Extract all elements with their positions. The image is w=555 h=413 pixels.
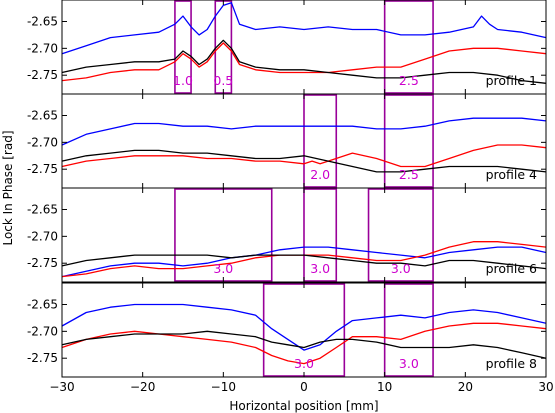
- panel-3-black-line: [61, 254, 547, 270]
- xtick-label-1: −30: [49, 380, 74, 394]
- panel-4-blue-line: [61, 303, 547, 351]
- panel-4-label: profile 8: [486, 356, 537, 371]
- panel-4-ytick-label-1: -2.65: [27, 297, 58, 311]
- panel-3-ytick-label-1: -2.65: [27, 202, 58, 216]
- xtick-label-4: 0: [300, 380, 308, 394]
- panel-2-box-2-label: 2.5: [399, 167, 419, 182]
- panel-3-ytick-label-2: -2.70: [27, 229, 58, 243]
- x-axis-title: Horizontal position [mm]: [229, 399, 378, 413]
- panel-1-red-line: [61, 42, 547, 82]
- panel-3-box-3-label: 3.0: [391, 261, 411, 276]
- panel-4-red-line: [61, 322, 547, 365]
- panel-1-box-3-label: 2.5: [399, 73, 419, 88]
- panel-3-box-2: [303, 188, 338, 282]
- panel-1-ytick-label-3: -2.75: [27, 68, 58, 82]
- panel-4-box-1-label: 3.0: [294, 356, 314, 371]
- xtick-label-7: 30: [538, 380, 553, 394]
- panel-1-frame: [61, 0, 547, 95]
- panel-2-red-line: [61, 144, 547, 168]
- panel-4-box-2-label: 3.0: [399, 356, 419, 371]
- panel-3-label: profile 6: [486, 261, 537, 276]
- panel-2-box-2: [383, 94, 434, 188]
- panel-2-box-1-label: 2.0: [310, 167, 330, 182]
- panel-1-box-1-label: 1.0: [173, 73, 193, 88]
- panel-2-label: profile 4: [486, 167, 537, 182]
- panel-2-blue-line: [61, 117, 547, 146]
- panel-1-box-2-label: 0.5: [213, 73, 233, 88]
- xtick-label-3: −10: [211, 380, 236, 394]
- panel-1-ytick-label-2: -2.70: [27, 41, 58, 55]
- xtick-label-5: 10: [377, 380, 392, 394]
- panel-4-black-line: [61, 330, 547, 359]
- xtick-label-2: −20: [130, 380, 155, 394]
- panel-2-black-line: [61, 149, 547, 173]
- panel-2-ytick-label-3: -2.75: [27, 162, 58, 176]
- panel-4-ytick-label-3: -2.75: [27, 351, 58, 365]
- panel-1-ytick-label-1: -2.65: [27, 14, 58, 28]
- xtick-label-6: 20: [458, 380, 473, 394]
- panel-3-ytick-label-3: -2.75: [27, 256, 58, 270]
- panel-1-box-3: [383, 0, 434, 94]
- panel-1-box-1: [174, 0, 192, 94]
- panel-3-box-1-label: 3.0: [213, 261, 233, 276]
- y-axis-title: Lock In Phase [rad]: [1, 130, 15, 245]
- panel-3-box-3: [367, 188, 434, 282]
- panel-2-box-1: [303, 94, 338, 188]
- panel-4-ytick-label-2: -2.70: [27, 324, 58, 338]
- panel-2-ytick-label-2: -2.70: [27, 135, 58, 149]
- panel-2-ytick-label-1: -2.65: [27, 108, 58, 122]
- panel-3-blue-line: [61, 246, 547, 278]
- panel-1-black-line: [61, 39, 547, 84]
- panel-3-box-2-label: 3.0: [310, 261, 330, 276]
- panel-1-label: profile 1: [486, 73, 537, 88]
- panel-1-blue-line: [61, 2, 547, 55]
